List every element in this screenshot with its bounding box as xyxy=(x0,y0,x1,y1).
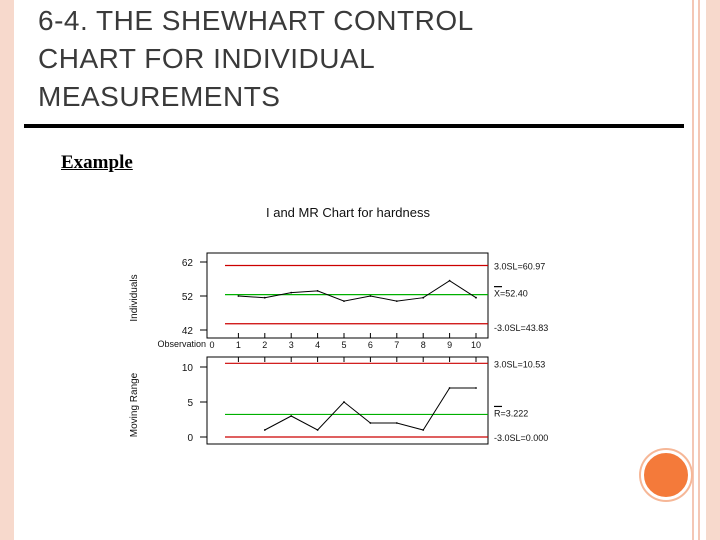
data-point xyxy=(316,429,319,431)
slide-title: 6-4. THE SHEWHART CONTROL CHART FOR INDI… xyxy=(38,2,678,116)
moving-range-chart: 10 5 0 3.0SL=10.53 R=3.222 -3.0SL=0.000 xyxy=(182,359,548,444)
y-tick-label: 52 xyxy=(182,292,194,303)
y-tick-label: 62 xyxy=(182,258,194,269)
ucl-label: 3.0SL=60.97 xyxy=(494,262,545,272)
center-label: X=52.40 xyxy=(494,289,528,299)
right-decor-bar xyxy=(706,0,720,540)
data-point xyxy=(369,422,372,424)
title-divider xyxy=(24,124,684,128)
y-tick-label: 5 xyxy=(187,398,193,409)
lcl-label: -3.0SL=43.83 xyxy=(494,323,548,333)
x-tick-label: 8 xyxy=(421,340,426,350)
x-tick-label: 7 xyxy=(394,340,399,350)
x-tick-label: 6 xyxy=(368,340,373,350)
data-point xyxy=(237,295,240,297)
center-label: R=3.222 xyxy=(494,408,528,418)
data-point xyxy=(475,387,477,389)
slide-title-line: CHART FOR INDIVIDUAL xyxy=(38,43,376,74)
lcl-label: -3.0SL=0.000 xyxy=(494,433,548,443)
y-tick-label: 0 xyxy=(187,433,193,444)
data-point xyxy=(395,422,398,424)
x-tick-label: 1 xyxy=(236,340,241,350)
moving-range-plot-frame xyxy=(206,356,489,445)
individuals-chart: 62 52 42 3.0SL=60.97 X=52.40 -3.0SL=43.83 xyxy=(182,258,548,337)
example-label: Example xyxy=(61,152,133,173)
x-tick-label: 0 xyxy=(209,340,214,350)
observation-axis-label: Observation xyxy=(157,339,206,349)
left-decor-bar xyxy=(0,0,14,540)
data-point xyxy=(422,429,425,431)
ucl-label: 3.0SL=10.53 xyxy=(494,359,545,369)
slide-title-line: MEASUREMENTS xyxy=(38,81,281,112)
chart-title: I and MR Chart for hardness xyxy=(266,205,431,220)
data-point xyxy=(448,387,451,389)
data-point xyxy=(263,429,266,431)
data-point xyxy=(448,279,451,282)
data-point xyxy=(369,295,372,297)
data-point xyxy=(290,415,293,417)
data-line xyxy=(238,280,477,302)
x-tick-label: 2 xyxy=(262,340,267,350)
right-decor-line xyxy=(698,0,700,540)
y-tick-label: 10 xyxy=(182,363,194,374)
data-point xyxy=(395,300,398,302)
right-decor-line xyxy=(692,0,694,540)
moving-range-axis-label: Moving Range xyxy=(129,372,140,437)
observation-axis: 0 1 2 3 4 5 6 7 8 9 10 xyxy=(209,333,481,362)
data-point xyxy=(343,300,345,302)
data-point xyxy=(475,296,477,299)
y-tick-label: 42 xyxy=(182,326,194,337)
x-tick-label: 4 xyxy=(315,340,320,350)
data-point xyxy=(422,296,425,299)
data-point xyxy=(290,291,293,294)
individuals-axis-label: Individuals xyxy=(129,274,140,321)
data-point xyxy=(316,290,319,292)
accent-orb xyxy=(641,450,691,500)
x-tick-label: 3 xyxy=(289,340,294,350)
x-tick-label: 9 xyxy=(447,340,452,350)
data-point xyxy=(343,401,345,403)
x-tick-label: 5 xyxy=(341,340,346,350)
data-point xyxy=(263,296,266,299)
slide-title-line: 6-4. THE SHEWHART CONTROL xyxy=(38,5,474,36)
x-tick-label: 10 xyxy=(471,340,481,350)
